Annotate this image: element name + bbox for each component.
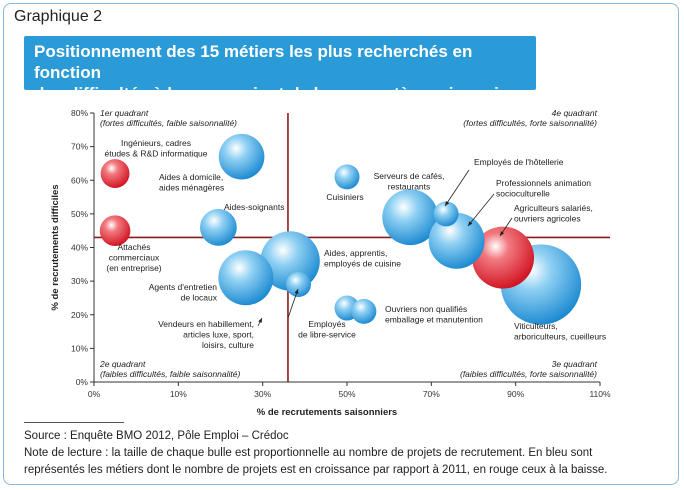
y-tick-label: 50% xyxy=(71,209,88,219)
y-tick-label: 30% xyxy=(71,276,88,286)
leader-arrowhead xyxy=(500,231,505,236)
chart-title-line-2: des difficultés à les pourvoir et de leu… xyxy=(34,84,515,103)
quadrant-labels: 1er quadrant (fortes difficultés, faible … xyxy=(99,108,598,379)
y-tick-label: 10% xyxy=(71,343,88,353)
reading-note-line-2: représentés les métiers dont le nombre d… xyxy=(24,464,608,476)
quadrant-label: 1er quadrant (fortes difficultés, faible … xyxy=(100,108,237,128)
bubble xyxy=(433,201,459,227)
bubble-label: Aides, apprentis, employés de cuisine xyxy=(324,248,401,269)
x-tick-label: 50% xyxy=(338,389,355,399)
leader-line xyxy=(287,288,299,319)
bubble xyxy=(218,133,265,180)
bubble-label: Aides à domicile, aides ménagères xyxy=(159,172,224,193)
bubble-label: Agriculteurs salariés, ouvriers agricoles xyxy=(514,203,593,224)
y-tick-label: 0% xyxy=(76,377,89,387)
y-tick-label: 20% xyxy=(71,310,88,320)
x-axis-title: % de recrutements saisonniers xyxy=(257,407,397,418)
y-tick-label: 40% xyxy=(71,243,88,253)
quadrant-label: 4e quadrant (fortes difficultés, forte sa… xyxy=(463,108,597,128)
bubble xyxy=(100,159,130,188)
bubble-label: Viticulteurs, arboriculteurs, cueilleurs xyxy=(514,321,606,342)
bubble xyxy=(200,208,237,246)
leader-arrowhead xyxy=(445,201,450,206)
x-tick-label: 70% xyxy=(423,389,440,399)
bubble-label: Cuisiniers xyxy=(326,192,363,202)
leader-line xyxy=(444,169,470,207)
quadrant-label: 3e quadrant (faibles difficultés, forte s… xyxy=(460,359,598,379)
bubble-label: Serveurs de cafés, restaurants xyxy=(374,171,445,192)
bubble-label: Aides-soignants xyxy=(224,202,284,212)
reading-note-line-1: Note de lecture : la taille de chaque bu… xyxy=(24,447,593,459)
bubble xyxy=(428,212,485,269)
x-tick-label: 110% xyxy=(589,389,611,399)
leader-arrowhead xyxy=(294,289,299,294)
chart-title-line-1: Positionnement des 15 métiers les plus r… xyxy=(34,42,473,82)
leader-arrowhead xyxy=(468,221,473,226)
x-tick-label: 90% xyxy=(507,389,524,399)
y-axis-title: % de recrutements difficiles xyxy=(50,184,61,310)
bubble-chart: 0% 10% 20% 30% 40% 50% 60% 70% 80% 0% 10% 30% 50% 70%… xyxy=(50,108,611,418)
bubble-label: Vendeurs en habillement, articles luxe, s… xyxy=(158,319,254,350)
bubble xyxy=(99,215,131,246)
bubble-label: Professionnels animation socioculturelle xyxy=(496,178,591,199)
bubble-label: Employés de l'hôtellerie xyxy=(474,157,564,167)
leader-arrowhead xyxy=(258,318,262,323)
bubble xyxy=(286,271,312,297)
bubble-label: Ingénieurs, cadres études & R&D informati… xyxy=(105,138,208,159)
y-tick-label: 70% xyxy=(71,142,88,152)
bubble xyxy=(351,298,377,324)
bubble-label: Ouvriers non qualifiés emballage et manut… xyxy=(385,304,483,325)
title-banner: Positionnement des 15 métiers les plus r… xyxy=(24,36,536,103)
x-tick-label: 30% xyxy=(254,389,271,399)
x-tick-label: 0% xyxy=(88,389,101,399)
chart-title: Positionnement des 15 métiers les plus r… xyxy=(34,41,528,104)
bubble xyxy=(334,164,360,190)
figure-label: Graphique 2 xyxy=(14,8,103,25)
bubble-label: Agents d'entretien de locaux xyxy=(149,282,218,303)
bubble xyxy=(382,189,439,246)
y-tick-label: 80% xyxy=(71,108,88,118)
quadrant-label: 2e quadrant (faibles difficultés, faible … xyxy=(99,359,240,379)
bubble xyxy=(471,226,535,289)
x-tick-label: 10% xyxy=(170,389,187,399)
source-note: Source : Enquête BMO 2012, Pôle Emploi –… xyxy=(24,430,289,442)
footnote-rule xyxy=(24,422,124,423)
bubble-label: Employés de libre-service xyxy=(298,319,356,340)
leader-line xyxy=(467,193,495,227)
bubble xyxy=(218,250,274,306)
bubble-labels: Ingénieurs, cadres études & R&D informati… xyxy=(105,138,607,350)
bubble-label: Attachés commerciaux (en entreprise) xyxy=(106,242,161,273)
bubbles xyxy=(99,133,582,325)
y-tick-label: 60% xyxy=(71,175,88,185)
